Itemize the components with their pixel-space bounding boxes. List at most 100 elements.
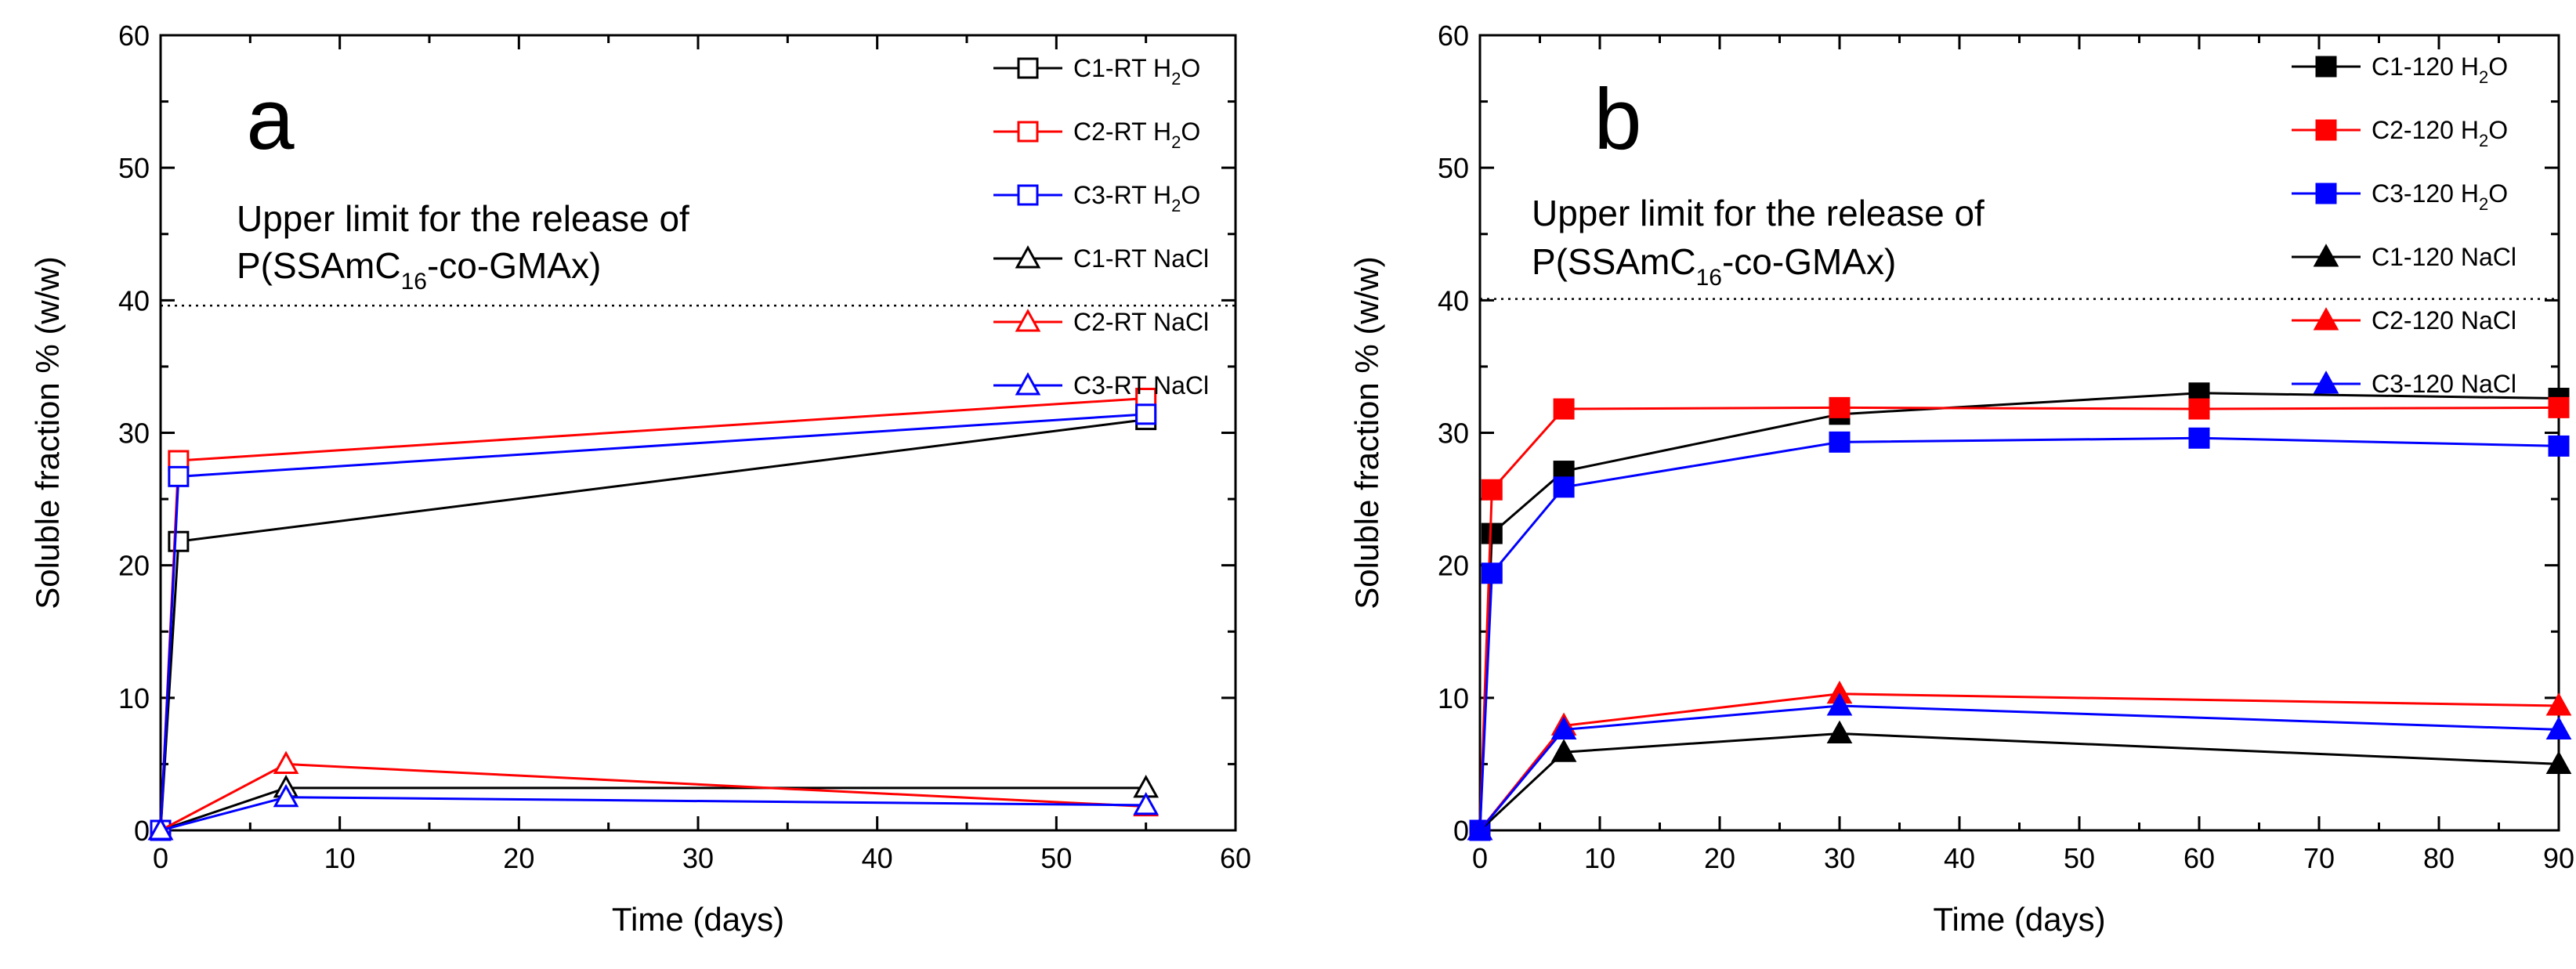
- series-line: [1478, 732, 2560, 832]
- x-tick-label: 60: [1220, 842, 1251, 874]
- legend-label-main: C2-RT NaCl: [1073, 308, 1209, 336]
- annotation-subscript: 16: [1696, 265, 1722, 291]
- data-point: [2545, 750, 2572, 774]
- series-line: [1478, 692, 2560, 831]
- legend-marker: [1017, 121, 1039, 143]
- legend-label-suffix: O: [1181, 181, 1200, 209]
- series-4: [147, 750, 1160, 841]
- legend-item-3: C1-120 NaCl: [2292, 243, 2516, 271]
- data-point: [1467, 817, 1493, 841]
- series-0: [1469, 382, 2570, 841]
- legend-label-sub: 2: [1171, 132, 1181, 152]
- legend-item-1: C2-120 H2O: [2292, 116, 2508, 150]
- series-0: [150, 409, 1157, 841]
- legend-label-main: C2-120 NaCl: [2372, 306, 2516, 334]
- x-tick-label: 40: [862, 842, 893, 874]
- x-axis-title: Time (days): [612, 901, 784, 938]
- y-tick-label: 30: [118, 418, 150, 450]
- legend-label: C2-120 NaCl: [2372, 306, 2516, 334]
- legend-label-sub: 2: [1171, 69, 1181, 89]
- x-tick-label: 0: [1472, 842, 1488, 874]
- legend-item-4: C2-RT NaCl: [993, 308, 1209, 336]
- legend-label-main: C1-120 H: [2372, 52, 2479, 81]
- legend-label-main: C1-RT H: [1073, 54, 1171, 82]
- annotation-suffix: -co-GMAx): [1722, 241, 1896, 282]
- series-2: [150, 403, 1157, 841]
- x-tick-label: 90: [2543, 842, 2574, 874]
- y-tick-label: 40: [1438, 284, 1469, 316]
- legend-label-suffix: O: [2488, 116, 2508, 144]
- x-tick-label: 70: [2303, 842, 2335, 874]
- legend-label-main: C3-RT NaCl: [1073, 371, 1209, 400]
- series-2: [1469, 427, 2570, 841]
- y-tick-label: 50: [1438, 152, 1469, 184]
- series-3: [1467, 720, 2572, 841]
- y-tick-label: 20: [118, 550, 150, 582]
- legend-marker: [1017, 184, 1039, 206]
- legend-label: C3-RT NaCl: [1073, 371, 1209, 400]
- legend-label-main: C1-120 NaCl: [2372, 243, 2516, 271]
- data-point: [1133, 791, 1160, 815]
- series-line: [159, 413, 1146, 831]
- data-point: [1829, 396, 1851, 418]
- data-point: [2548, 396, 2570, 418]
- legend-label-main: C3-120 NaCl: [2372, 370, 2516, 398]
- y-tick-label: 60: [1438, 20, 1469, 52]
- legend-marker: [2313, 244, 2339, 267]
- series-line: [1478, 704, 2560, 831]
- x-tick-label: 50: [2064, 842, 2095, 874]
- data-point: [168, 465, 190, 487]
- legend-marker: [1015, 372, 1041, 396]
- y-tick-label: 50: [118, 152, 150, 184]
- data-point: [1826, 692, 1853, 716]
- legend-marker: [2313, 371, 2339, 394]
- series-line: [1478, 436, 2560, 831]
- legend-marker: [1015, 309, 1041, 332]
- annotation-line-1: Upper limit for the release of: [1532, 193, 1984, 233]
- series-line: [1478, 392, 2560, 831]
- legend-item-5: C3-120 NaCl: [2292, 370, 2516, 398]
- y-tick-label: 0: [1453, 815, 1469, 847]
- legend-marker: [2315, 56, 2337, 78]
- legend-label: C1-120 NaCl: [2372, 243, 2516, 271]
- x-tick-label: 80: [2423, 842, 2455, 874]
- data-point: [168, 530, 190, 552]
- legend-marker: [2313, 307, 2339, 331]
- legend-label-main: C1-RT NaCl: [1073, 244, 1209, 273]
- x-tick-label: 30: [682, 842, 714, 874]
- legend-item-1: C2-RT H2O: [993, 118, 1200, 152]
- series-5: [147, 783, 1160, 841]
- data-point: [1550, 739, 1577, 762]
- data-point: [273, 750, 299, 774]
- data-point: [1550, 716, 1577, 739]
- panel-letter: a: [246, 71, 295, 168]
- legend-label: C2-RT NaCl: [1073, 308, 1209, 336]
- chart-panel-a: 0 10 20 30 40 50 60 0 10 20 30 40 50 60 Time (days) Sol…: [29, 20, 1251, 938]
- y-tick-label: 10: [118, 682, 150, 714]
- data-point: [2545, 692, 2572, 716]
- data-point: [2188, 398, 2210, 420]
- x-tick-label: 10: [324, 842, 356, 874]
- legend-marker: [2315, 119, 2337, 141]
- y-tick-label: 40: [118, 284, 150, 316]
- plot-frame: [159, 34, 1237, 832]
- legend-label: C3-120 H2O: [2372, 179, 2508, 214]
- x-tick-label: 20: [1704, 842, 1735, 874]
- data-point: [1553, 476, 1575, 498]
- x-tick-label: 0: [153, 842, 168, 874]
- y-tick-label: 10: [1438, 682, 1469, 714]
- series-line: [160, 786, 1146, 832]
- legend-label: C1-RT H2O: [1073, 54, 1200, 89]
- annotation-prefix: P(SSAmC: [1532, 241, 1696, 282]
- annotation-line-1: Upper limit for the release of: [237, 198, 689, 239]
- data-point: [1135, 403, 1157, 425]
- legend-item-3: C1-RT NaCl: [993, 244, 1209, 273]
- x-tick-label: 60: [2183, 842, 2215, 874]
- y-axis-title: Soluble fraction % (w/w): [29, 256, 66, 609]
- legend-label-suffix: O: [1181, 118, 1200, 146]
- data-point: [1481, 562, 1503, 584]
- x-tick-label: 30: [1824, 842, 1855, 874]
- data-point: [2548, 435, 2570, 457]
- y-axis-title: Soluble fraction % (w/w): [1348, 256, 1385, 609]
